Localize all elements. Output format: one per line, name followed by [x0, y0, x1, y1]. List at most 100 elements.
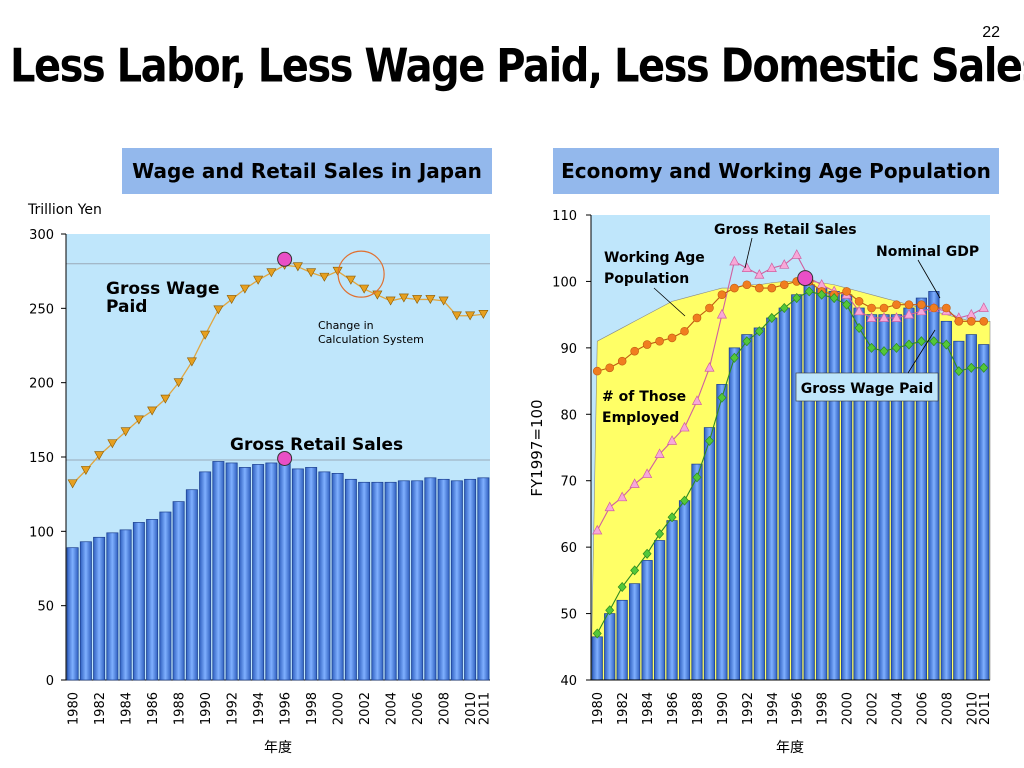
point-nominal-gdp [954, 316, 964, 326]
point-nominal-gdp [592, 366, 602, 376]
point-gross-retail-sales [779, 259, 790, 269]
point-wage-paid [306, 268, 317, 278]
annotation-text: Calculation System [318, 333, 424, 346]
retail-series-label: Gross Retail Sales [230, 435, 403, 455]
x-tick-label: 1988 [173, 692, 188, 725]
right-chart-title: Economy and Working Age Population [553, 148, 999, 194]
x-tick-label: 2004 [890, 692, 905, 725]
point-gross-retail-sales [654, 448, 665, 458]
point-wage-paid [398, 293, 409, 303]
bar-wage-paid [841, 294, 853, 681]
point-gross-retail-sales [741, 262, 752, 272]
bar-retail-sales [225, 462, 238, 681]
point-employed [767, 312, 777, 323]
x-tick-label: 1992 [226, 692, 241, 725]
y-tick-label: 0 [46, 674, 54, 689]
x-tick-label: 1986 [666, 692, 681, 725]
bar-retail-sales [119, 529, 132, 681]
bar-retail-sales [185, 489, 198, 681]
point-wage-paid [253, 275, 264, 285]
bar-retail-sales [252, 464, 265, 681]
point-nominal-gdp [966, 316, 976, 326]
bar-retail-sales [212, 461, 225, 681]
point-wage-paid [425, 295, 436, 305]
highlight-marker [277, 450, 293, 466]
bar-retail-sales [371, 481, 384, 681]
x-tick-label: 1996 [791, 692, 806, 725]
point-gross-retail-sales [866, 312, 877, 322]
point-employed [779, 302, 789, 314]
point-employed [892, 342, 901, 353]
point-employed [879, 346, 889, 357]
x-tick-label: 1994 [766, 692, 781, 725]
y-axis-label: FY1997=100 [528, 399, 546, 496]
point-employed [642, 548, 652, 559]
wage-series-label: Paid [106, 297, 147, 317]
point-gross-retail-sales [754, 269, 765, 279]
y-tick-label: 150 [29, 451, 54, 466]
point-nominal-gdp [630, 346, 639, 356]
point-nominal-gdp [879, 303, 889, 313]
bar-wage-paid [641, 560, 653, 681]
y-tick-label: 40 [560, 674, 577, 689]
x-axis-label: 年度 [264, 740, 292, 756]
point-nominal-gdp [717, 290, 727, 300]
point-gross-retail-sales [617, 491, 628, 502]
point-nominal-gdp [617, 356, 627, 366]
x-tick-label: 1980 [591, 692, 606, 725]
point-gross-retail-sales [604, 501, 615, 512]
bar-wage-paid [778, 307, 790, 681]
point-gross-retail-sales [903, 308, 915, 319]
leader-line [744, 237, 753, 269]
y-tick-label: 50 [37, 600, 54, 615]
gross-wage-label-box [795, 372, 939, 402]
y-tick-label: 100 [29, 525, 54, 540]
x-tick-label: 1984 [641, 692, 656, 725]
x-tick-label: 1998 [816, 692, 831, 725]
point-gross-retail-sales [766, 262, 777, 272]
bar-retail-sales [477, 477, 490, 681]
point-employed [929, 336, 939, 347]
point-nominal-gdp [655, 336, 664, 346]
point-gross-retail-sales [729, 255, 740, 266]
bar-wage-paid [703, 427, 716, 681]
point-wage-paid [478, 309, 489, 319]
point-nominal-gdp [929, 303, 939, 313]
y-tick-label: 110 [552, 209, 577, 224]
highlight-marker [797, 270, 814, 287]
x-tick-label: 1990 [199, 692, 214, 725]
bar-retail-sales [305, 467, 318, 681]
x-tick-label: 1990 [716, 692, 731, 725]
point-wage-paid [160, 394, 171, 404]
point-employed [630, 565, 640, 576]
y-tick-label: 60 [560, 541, 577, 556]
bar-retail-sales [146, 519, 159, 681]
point-wage-paid [213, 305, 224, 315]
point-gross-retail-sales [716, 308, 728, 319]
point-wage-paid [133, 415, 144, 425]
point-employed [842, 299, 852, 310]
point-nominal-gdp [642, 340, 652, 349]
bar-wage-paid [728, 347, 740, 681]
y-tick-label: 250 [29, 302, 54, 317]
nominal-gdp-label: Nominal GDP [876, 244, 979, 260]
point-nominal-gdp [755, 283, 764, 293]
wage-series-label: Gross Wage [106, 279, 220, 299]
bar-wage-paid [591, 636, 603, 681]
point-wage-paid [385, 296, 396, 306]
bar-retail-sales [437, 478, 450, 681]
point-employed [954, 366, 964, 377]
bar-retail-sales [464, 478, 477, 681]
bar-wage-paid [928, 291, 940, 681]
bar-wage-paid [629, 583, 641, 681]
x-tick-label: 1980 [67, 692, 82, 725]
point-wage-paid [332, 266, 343, 276]
bar-wage-paid [853, 307, 865, 681]
gross-retail-label: Gross Retail Sales [714, 222, 857, 238]
x-tick-label: 1992 [741, 692, 756, 725]
point-wage-paid [319, 272, 330, 282]
bar-wage-paid [741, 334, 753, 681]
y-tick-label: 70 [560, 475, 577, 490]
